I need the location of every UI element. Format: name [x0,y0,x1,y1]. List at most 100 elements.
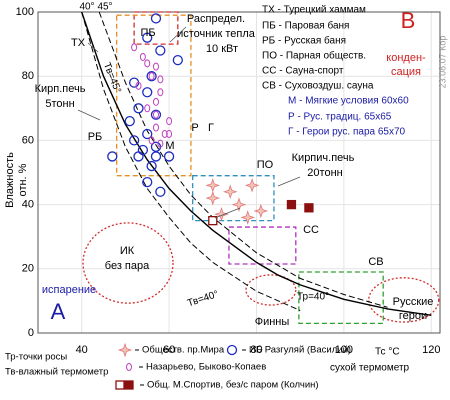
annotation: Тв-влажный термометр [5,367,108,378]
annotation: Г - Герои рус. пара 65х70 [288,127,406,138]
annotation: ТХ - Турецкий хаммам [262,5,366,16]
annotation: 23.08.07 Кор [437,36,447,89]
y-tick-label: 60 [22,134,34,146]
pointer [77,109,101,121]
point [172,55,183,66]
curve [81,11,432,316]
annotation: ИК [120,245,135,257]
point [157,75,164,84]
y-tick-label: 100 [16,6,34,18]
annotation: М - Мягкие условия 60х60 [288,96,409,107]
annotation: сация [391,66,421,78]
point [157,139,164,148]
annotation: 40° [79,2,94,13]
point [155,186,166,197]
annotation: Финны [255,316,290,328]
point [163,151,175,162]
y-axis-label: Влажность [4,152,16,208]
annotation: Кирпич.печь [292,152,355,164]
x-unit-label: Тс °C [375,347,400,358]
annotation: Р - Рус. традиц. 65х65 [288,112,392,123]
point [244,178,260,193]
point [133,103,144,114]
annotation: Г [208,122,214,134]
annotation: ПО - Парная обществ. [262,50,366,62]
y-axis-label: отн. % [17,163,29,196]
point [205,178,221,193]
point [107,151,118,162]
point [150,151,162,162]
y-tick-label: 40 [22,199,34,211]
annotation: СВ - Суховоздуш. сауна [262,81,374,92]
annotation: герои [399,310,427,322]
annotation: Р [191,122,198,134]
y-tick-label: 20 [22,263,34,275]
point [144,59,151,68]
annotation: М [165,140,174,152]
y-tick-label: 80 [22,70,34,82]
point [152,123,159,132]
y-tick-label: 0 [28,327,34,339]
annotation: ПО [257,159,274,171]
point [150,109,162,120]
zone [82,222,174,304]
point [161,129,168,138]
point [231,197,247,212]
point [139,52,146,61]
plot-frame [37,11,441,334]
zone [368,277,440,323]
point [142,128,153,140]
x-tick-label: 100 [335,344,353,356]
pointer [87,42,99,53]
zone [133,11,179,45]
point [253,203,269,219]
point [148,72,155,81]
point [150,13,162,24]
point [135,81,142,90]
annotation: А [51,299,66,324]
point [131,43,138,52]
x-tick-label: 40 [76,344,88,356]
point [142,87,153,98]
x-tick-label: 60 [163,344,175,356]
legend-label: ИБ Разгуляй (Василий) [249,345,351,356]
zone [116,14,192,177]
x-tick-label: 120 [422,344,440,356]
legend-marker [115,380,125,390]
zone [298,271,384,325]
point [152,97,159,106]
point [133,151,144,162]
legend-marker [226,344,238,356]
x-tick-label: 80 [250,344,262,356]
annotation: испарение [42,284,96,296]
curve [98,11,388,308]
point [222,184,238,200]
annotation: РБ [88,131,103,143]
annotation: ПБ [140,27,155,39]
point [166,129,173,138]
legend-label: Общ. М.Спортив, без/с паром (Колчин) [147,380,319,391]
annotation: без пара [105,260,150,272]
legend-marker [126,363,132,371]
pointer [277,176,301,187]
annotation: В [401,8,416,33]
annotation: 20тонн [307,167,342,179]
pointer [214,207,241,219]
annotation: 45° [97,2,112,13]
zone [192,175,275,222]
curve-label: Тв=40° [186,289,220,309]
point [146,71,157,82]
point [157,88,164,97]
annotation: ТХ [71,37,86,49]
annotation: 5тонн [45,98,74,110]
point [144,104,151,113]
legend-label: Обществ. пр.Мира [142,345,225,356]
annotation: СС [303,224,319,236]
curve-label: Тр=40° [297,292,329,303]
point [155,45,166,56]
annotation: СВ [368,256,383,268]
pointer [169,26,187,43]
x-axis-label: сухой термометр [330,363,410,374]
annotation: СС - Сауна-спорт [262,66,344,77]
